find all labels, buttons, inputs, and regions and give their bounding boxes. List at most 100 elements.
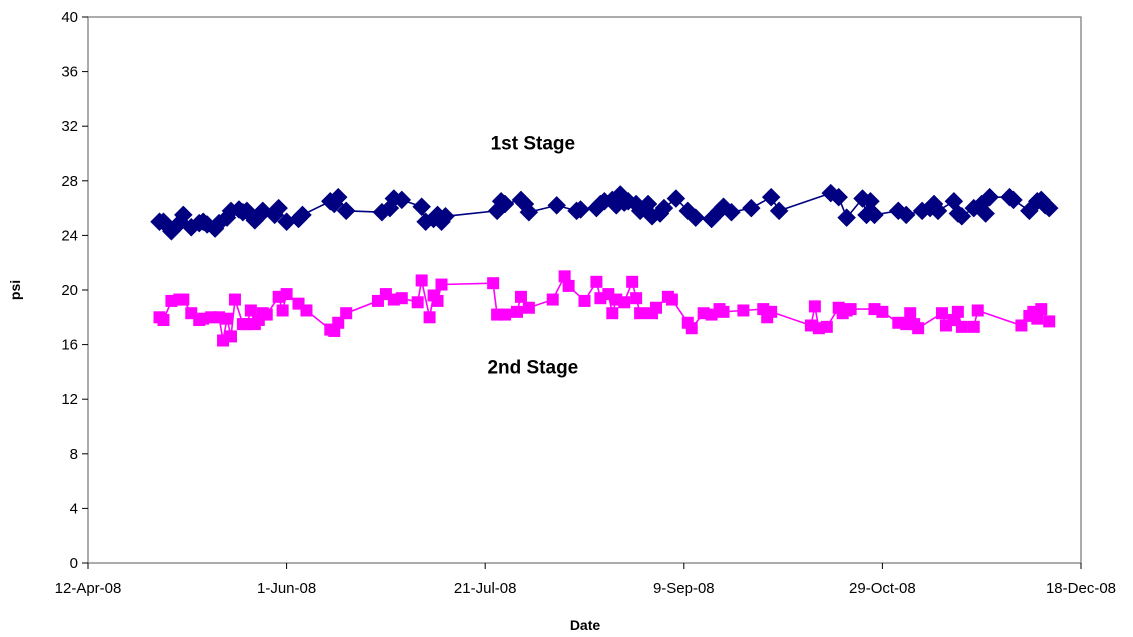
data-point-square [395,292,408,305]
plot-area-border [87,16,1082,564]
data-point-square [634,307,647,320]
data-point-square [606,307,619,320]
data-point-square [177,293,190,306]
data-point-square [717,305,730,318]
data-point-square [280,288,293,301]
data-point-diamond [269,198,289,218]
data-point-diamond [865,205,884,225]
plot-frame [87,16,1082,564]
data-point-diamond [928,201,948,221]
data-point-square [558,270,571,283]
x-tick-label: 12-Apr-08 [55,580,122,597]
data-point-square [1035,303,1048,316]
data-point-diamond [837,208,857,228]
x-axis-title: Date [570,617,601,633]
data-point-diamond [761,187,781,207]
data-point-square [435,278,448,291]
data-point-diamond [571,200,590,219]
data-point-square [487,277,500,290]
data-point-square [904,307,917,320]
data-point-square [578,294,591,307]
data-point-square [955,320,968,333]
data-point-square [590,275,603,288]
data-point-square [1031,312,1044,325]
data-point-diamond [654,198,674,218]
data-point-square [340,307,353,320]
x-tick-label: 1-Jun-08 [257,580,316,597]
x-tick-label: 21-Jul-08 [454,580,517,597]
data-point-diamond [1039,198,1059,218]
data-point-square [649,301,662,314]
data-point-diamond [829,187,849,207]
data-point-diamond [336,201,356,221]
y-tick-label: 24 [61,227,78,244]
data-point-diamond [547,196,567,215]
data-point-square [876,305,889,318]
data-point-square [228,293,241,306]
data-point-square [971,304,984,317]
x-axis: 12-Apr-08 1-Jun-08 21-Jul-08 9-Sep-08 29-Oct… [55,563,1116,597]
data-point-square [618,296,631,309]
data-point-square [1043,315,1056,328]
data-point-square [630,292,643,305]
y-axis-title: psi [7,280,23,300]
data-point-diamond [293,205,312,225]
data-point-diamond [328,187,348,207]
y-tick-label: 28 [61,173,78,190]
annotation-label: 1st Stage [491,133,575,154]
annotation-layer: 1st Stage 2nd Stage [487,133,578,378]
data-point-square [820,320,833,333]
data-point-square [522,301,535,314]
y-tick-label: 16 [61,337,78,354]
y-tick-label: 0 [70,555,78,572]
data-point-diamond [952,206,972,226]
y-tick-label: 4 [70,500,78,517]
data-point-diamond [976,204,996,223]
y-tick-label: 12 [61,391,78,408]
data-point-diamond [686,208,706,228]
data-point-square [665,293,678,306]
data-point-diamond [392,190,412,210]
data-point-square [431,294,444,307]
data-point-square [514,290,527,303]
data-point-diamond [769,201,789,221]
data-point-square [765,305,778,318]
y-tick-label: 40 [61,9,78,26]
annotation-label: 2nd Stage [487,357,578,378]
data-point-square [276,304,289,317]
data-point-diamond [495,194,515,214]
data-point-square [415,274,428,287]
data-point-diamond [666,189,686,208]
data-point-diamond [519,202,539,222]
data-point-diamond [173,205,193,225]
data-point-square [546,293,559,306]
data-point-square [951,305,964,318]
x-tick-label: 9-Sep-08 [653,580,715,597]
data-point-square [935,307,948,320]
data-point-diamond [741,198,761,218]
data-point-diamond [896,205,916,225]
data-point-square [499,308,512,321]
data-point-square [260,308,273,321]
data-point-diamond [1004,190,1023,210]
y-tick-label: 20 [61,282,78,299]
data-point-square [411,296,424,309]
data-point-square [562,279,575,292]
y-tick-label: 32 [61,118,78,135]
data-point-square [221,312,234,325]
y-axis: 0 4 8 12 16 20 24 28 32 36 40 [61,9,88,572]
x-tick-label: 18-Dec-08 [1046,580,1116,597]
data-point-square [737,304,750,317]
data-point-square [157,314,170,327]
series-1 [150,183,1059,241]
series-2 [153,270,1056,347]
x-tick-label: 29-Oct-08 [849,580,916,597]
data-point-diamond [436,206,455,226]
data-point-diamond [980,187,999,207]
data-point-square [510,305,523,318]
series-layer [150,183,1059,347]
data-point-square [224,330,237,343]
y-tick-label: 8 [70,446,78,463]
data-point-diamond [412,197,432,217]
